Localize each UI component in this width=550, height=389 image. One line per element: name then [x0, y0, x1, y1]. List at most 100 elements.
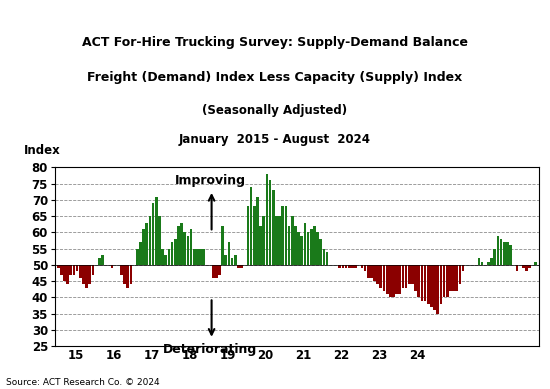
Bar [126, 265, 129, 287]
Bar [240, 265, 243, 268]
Bar [300, 236, 303, 265]
Bar [202, 249, 205, 265]
Bar [269, 180, 272, 265]
Bar [446, 265, 449, 298]
Bar [228, 242, 230, 265]
Text: Freight (Demand) Index Less Capacity (Supply) Index: Freight (Demand) Index Less Capacity (Su… [87, 71, 463, 84]
Bar [259, 226, 262, 265]
Bar [272, 190, 274, 265]
Bar [405, 265, 408, 287]
Bar [430, 265, 433, 307]
Bar [152, 203, 155, 265]
Bar [500, 239, 502, 265]
Bar [313, 226, 316, 265]
Bar [89, 265, 91, 284]
Bar [237, 265, 240, 268]
Bar [130, 265, 132, 284]
Bar [136, 249, 139, 265]
Bar [177, 226, 180, 265]
Bar [142, 229, 145, 265]
Bar [73, 265, 75, 275]
Bar [246, 206, 249, 265]
Text: (Seasonally Adjusted): (Seasonally Adjusted) [202, 104, 348, 117]
Bar [338, 265, 341, 268]
Bar [168, 249, 170, 265]
Bar [92, 265, 94, 275]
Bar [310, 229, 312, 265]
Bar [218, 265, 221, 275]
Bar [161, 249, 164, 265]
Bar [60, 265, 63, 275]
Bar [98, 258, 101, 265]
Bar [291, 216, 294, 265]
Bar [351, 265, 354, 268]
Bar [139, 242, 142, 265]
Bar [433, 265, 436, 310]
Bar [196, 249, 199, 265]
Bar [370, 265, 373, 278]
Bar [348, 265, 350, 268]
Bar [266, 174, 268, 265]
Bar [376, 265, 379, 284]
Bar [67, 265, 69, 284]
Bar [282, 206, 284, 265]
Bar [221, 226, 224, 265]
Bar [180, 223, 183, 265]
Bar [57, 265, 59, 268]
Bar [459, 265, 461, 284]
Bar [360, 265, 363, 268]
Bar [158, 216, 161, 265]
Bar [183, 232, 186, 265]
Bar [395, 265, 398, 294]
Bar [307, 232, 310, 265]
Bar [170, 242, 173, 265]
Bar [111, 265, 113, 268]
Bar [411, 265, 414, 284]
Bar [389, 265, 392, 298]
Text: Index: Index [24, 144, 60, 158]
Bar [123, 265, 126, 284]
Bar [427, 265, 430, 304]
Bar [304, 223, 306, 265]
Bar [326, 252, 328, 265]
Text: ACT For-Hire Trucking Survey: Supply-Demand Balance: ACT For-Hire Trucking Survey: Supply-Dem… [82, 36, 468, 49]
Bar [379, 265, 382, 287]
Bar [449, 265, 452, 291]
Bar [164, 255, 167, 265]
Bar [503, 242, 505, 265]
Bar [437, 265, 439, 314]
Bar [477, 258, 480, 265]
Bar [392, 265, 395, 298]
Bar [190, 229, 192, 265]
Text: Source: ACT Research Co. © 2024: Source: ACT Research Co. © 2024 [6, 378, 159, 387]
Bar [367, 265, 370, 278]
Bar [452, 265, 455, 291]
Bar [481, 262, 483, 265]
Bar [497, 236, 499, 265]
Bar [148, 216, 151, 265]
Bar [234, 255, 236, 265]
Bar [155, 196, 157, 265]
Bar [79, 265, 81, 278]
Bar [373, 265, 376, 281]
Bar [515, 265, 518, 272]
Bar [386, 265, 388, 294]
Text: Deteriorating: Deteriorating [163, 343, 257, 356]
Bar [443, 265, 446, 298]
Bar [345, 265, 348, 268]
Bar [215, 265, 218, 278]
Bar [63, 265, 66, 281]
Bar [402, 265, 404, 287]
Bar [490, 258, 493, 265]
Bar [342, 265, 344, 268]
Bar [522, 265, 525, 268]
Bar [145, 223, 148, 265]
Bar [439, 265, 442, 304]
Text: Improving: Improving [174, 174, 245, 187]
Bar [284, 206, 287, 265]
Bar [487, 262, 490, 265]
Bar [528, 265, 531, 268]
Bar [193, 249, 196, 265]
Bar [320, 239, 322, 265]
Bar [253, 206, 256, 265]
